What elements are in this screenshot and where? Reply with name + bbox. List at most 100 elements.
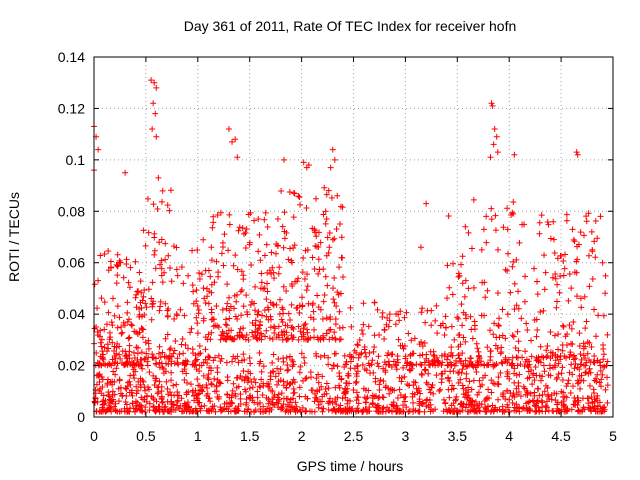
data-point <box>583 218 590 225</box>
data-point <box>192 387 199 394</box>
data-point <box>242 386 249 393</box>
data-point <box>574 364 581 371</box>
data-point <box>464 408 471 415</box>
data-point <box>559 347 566 354</box>
data-point <box>582 362 589 369</box>
data-point <box>494 380 501 387</box>
data-point <box>114 360 121 367</box>
data-point <box>112 355 119 362</box>
data-point <box>290 358 297 365</box>
data-point <box>249 384 256 391</box>
data-point <box>185 272 192 279</box>
data-point <box>423 397 430 404</box>
data-point <box>401 373 408 380</box>
data-point <box>284 367 291 374</box>
data-point <box>105 309 112 316</box>
data-point <box>196 269 203 276</box>
y-tick-label: 0.02 <box>58 358 85 374</box>
data-point <box>403 404 410 411</box>
data-point <box>286 317 293 324</box>
data-point <box>221 231 228 238</box>
data-point <box>237 400 244 407</box>
data-point <box>462 338 469 345</box>
data-point <box>332 384 339 391</box>
data-point <box>604 382 611 389</box>
data-point <box>150 372 157 379</box>
data-point <box>567 390 574 397</box>
data-point <box>483 408 490 415</box>
data-point <box>231 292 238 299</box>
data-point <box>543 382 550 389</box>
data-point <box>297 328 304 335</box>
data-point <box>459 253 466 260</box>
data-point <box>484 403 491 410</box>
data-point <box>146 400 153 407</box>
data-point <box>326 244 333 251</box>
data-point <box>315 229 322 236</box>
data-point <box>601 403 608 410</box>
data-point <box>558 388 565 395</box>
data-point <box>442 324 449 331</box>
data-point <box>332 315 339 322</box>
data-point <box>165 252 172 259</box>
data-point <box>168 398 175 405</box>
data-point <box>213 302 220 309</box>
data-point <box>574 256 581 263</box>
data-point <box>407 367 414 374</box>
data-point <box>202 346 209 353</box>
data-point <box>492 342 499 349</box>
data-point <box>135 288 142 295</box>
data-point <box>560 323 567 330</box>
data-point <box>290 244 297 251</box>
data-point <box>112 371 119 378</box>
data-point <box>363 353 370 360</box>
data-point <box>423 403 430 410</box>
data-point <box>591 377 598 384</box>
data-point <box>136 313 143 320</box>
data-point <box>108 362 115 369</box>
data-point <box>193 298 200 305</box>
data-point <box>287 245 294 252</box>
data-point <box>243 401 250 408</box>
data-point <box>323 380 330 387</box>
data-point <box>193 366 200 373</box>
data-point <box>232 313 239 320</box>
data-point <box>392 321 399 328</box>
data-point <box>446 394 453 401</box>
data-point <box>442 399 449 406</box>
data-point <box>427 348 434 355</box>
data-point <box>143 304 150 311</box>
data-point <box>517 361 524 368</box>
data-point <box>545 372 552 379</box>
data-point <box>538 377 545 384</box>
data-point <box>410 350 417 357</box>
data-point <box>150 100 157 107</box>
data-point <box>553 376 560 383</box>
data-point <box>547 349 554 356</box>
data-point <box>148 77 155 84</box>
data-point <box>508 211 515 218</box>
data-point <box>450 368 457 375</box>
data-point <box>139 407 146 414</box>
data-point <box>329 146 336 153</box>
data-point <box>397 391 404 398</box>
data-point <box>98 343 105 350</box>
data-point <box>572 355 579 362</box>
data-point <box>232 393 239 400</box>
data-point <box>118 408 125 415</box>
data-point <box>457 408 464 415</box>
data-point <box>171 347 178 354</box>
data-point <box>346 351 353 358</box>
data-point <box>304 283 311 290</box>
data-point <box>433 302 440 309</box>
y-tick-label: 0.1 <box>66 152 86 168</box>
data-point <box>267 313 274 320</box>
data-point <box>255 325 262 332</box>
data-point <box>304 271 311 278</box>
data-point <box>207 273 214 280</box>
data-point <box>323 390 330 397</box>
data-point <box>219 407 226 414</box>
data-point <box>575 397 582 404</box>
data-point <box>563 211 570 218</box>
data-point <box>450 408 457 415</box>
